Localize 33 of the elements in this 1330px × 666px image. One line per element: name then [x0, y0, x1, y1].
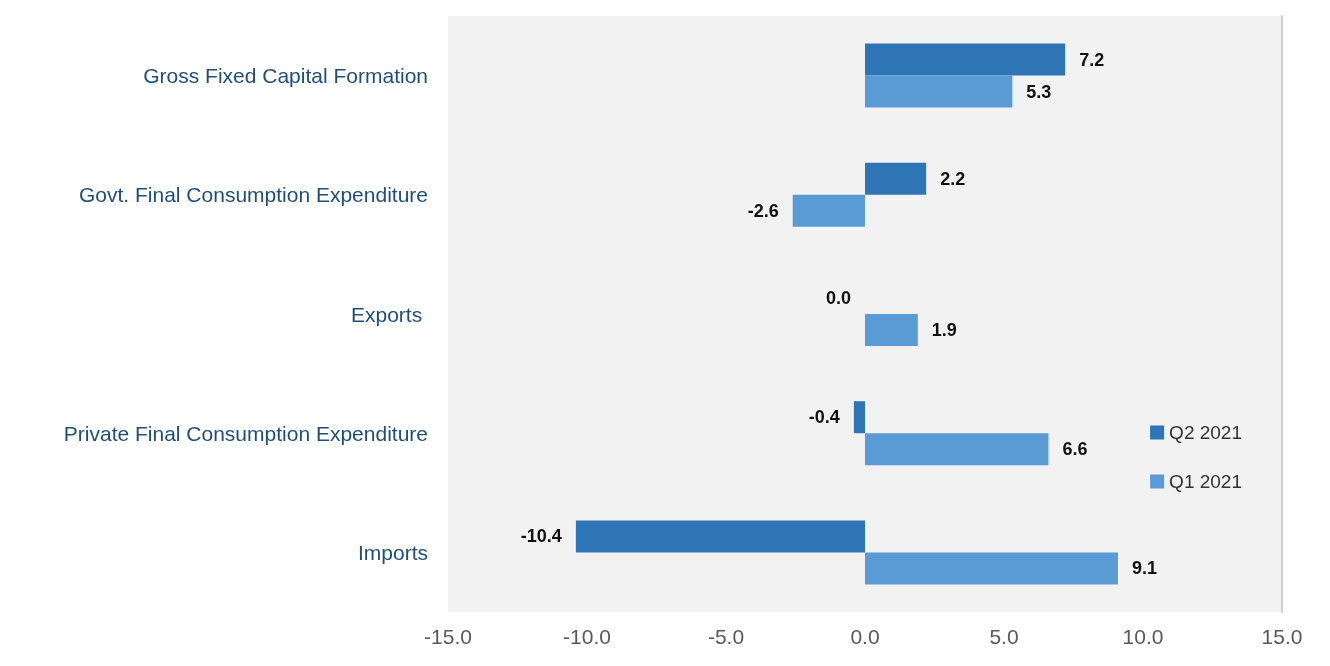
x-tick-label: 15.0 — [1261, 625, 1303, 648]
data-label: 5.3 — [1026, 81, 1052, 102]
bar — [865, 314, 918, 346]
y-tick-label: Govt. Final Consumption Expenditure — [78, 183, 428, 207]
x-tick-label: -10.0 — [563, 625, 611, 648]
x-tick-label: 5.0 — [989, 625, 1019, 648]
bar — [865, 162, 927, 195]
data-label: 9.1 — [1131, 558, 1158, 579]
y-tick-label: Exports — [350, 302, 428, 326]
y-tick-label: Private Final Consumption Expenditure — [63, 421, 428, 445]
x-tick-label: 10.0 — [1122, 625, 1164, 648]
y-tick-label: Gross Fixed Capital Formation — [143, 64, 428, 88]
data-label: -0.4 — [808, 407, 840, 428]
data-label: -10.4 — [520, 526, 562, 547]
x-tick-label: 0.0 — [850, 625, 880, 648]
bar — [865, 552, 1118, 585]
legend-label: Q2 2021 — [1169, 422, 1243, 443]
bar — [865, 433, 1049, 466]
bar — [853, 401, 865, 434]
data-label: 1.9 — [931, 320, 957, 340]
x-tick-label: -5.0 — [707, 625, 745, 648]
bar — [865, 75, 1013, 108]
y-tick-label: Imports — [357, 540, 428, 564]
x-tick-label: -15.0 — [424, 625, 472, 648]
data-label: 2.2 — [940, 168, 966, 189]
legend-label: Q1 2021 — [1169, 471, 1243, 492]
data-label: 7.2 — [1079, 49, 1105, 70]
bar — [575, 520, 865, 553]
bar — [865, 43, 1066, 76]
data-label: 6.6 — [1062, 439, 1088, 460]
bar — [792, 194, 865, 227]
data-label: 0.0 — [825, 288, 851, 308]
data-label: -2.6 — [747, 200, 779, 221]
